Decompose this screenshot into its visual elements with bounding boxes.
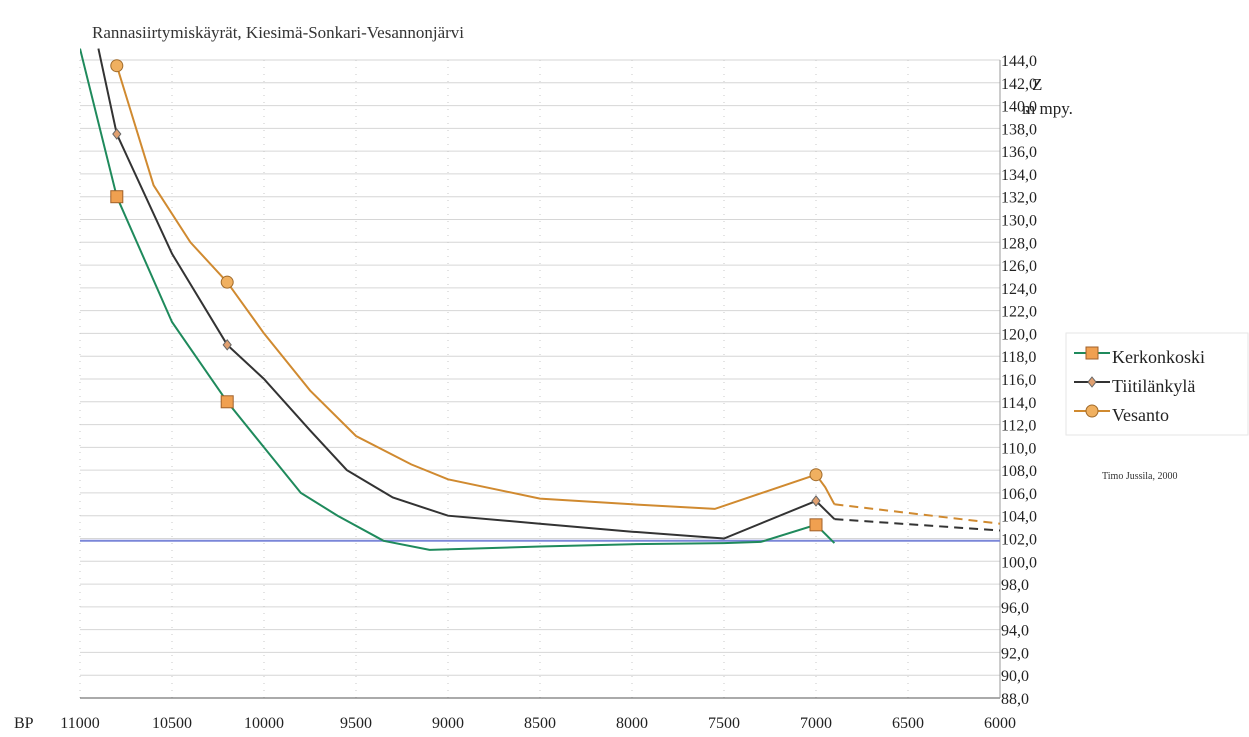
y-tick-label: 118,0 xyxy=(1001,349,1036,366)
y-tick-label: 88,0 xyxy=(1001,691,1029,708)
legend-label-tiitilankyla: Tiitilänkylä xyxy=(1112,376,1195,396)
series-line-tiitilankyla xyxy=(97,48,836,540)
series-dashed-tiitilankyla xyxy=(834,518,1001,532)
x-tick-label: 7500 xyxy=(708,715,740,732)
data-point-kerkonkoski xyxy=(110,190,124,204)
y-tick-label: 126,0 xyxy=(1001,258,1037,275)
y-tick-label: 124,0 xyxy=(1001,281,1037,298)
y-tick-label: 130,0 xyxy=(1001,213,1037,230)
y-tick-label: 138,0 xyxy=(1001,121,1037,138)
legend: Kerkonkoski Tiitilänkylä Vesanto xyxy=(1065,332,1249,436)
x-tick-label: 8000 xyxy=(616,715,648,732)
y-tick-label: 144,0 xyxy=(1001,53,1037,70)
y-tick-label: 108,0 xyxy=(1001,463,1037,480)
y-tick-label: 120,0 xyxy=(1001,326,1037,343)
x-tick-label: 9500 xyxy=(340,715,372,732)
series-vesanto xyxy=(110,59,1001,525)
chart-title: Rannasiirtymiskäyrät, Kiesimä-Sonkari-Ve… xyxy=(92,23,464,42)
legend-marker-vesanto xyxy=(1085,404,1099,418)
y-tick-label: 114,0 xyxy=(1001,395,1036,412)
y-tick-label: 106,0 xyxy=(1001,486,1037,503)
y-tick-label: 134,0 xyxy=(1001,167,1037,184)
data-point-kerkonkoski xyxy=(220,395,234,409)
legend-marker-kerkonkoski xyxy=(1085,346,1099,360)
x-tick-label: 6500 xyxy=(892,715,924,732)
x-tick-label: 11000 xyxy=(60,715,99,732)
y-tick-label: 104,0 xyxy=(1001,509,1037,526)
series-line-kerkonkoski xyxy=(80,48,836,551)
data-point-tiitilankyla xyxy=(112,128,122,140)
x-tick-label: 9000 xyxy=(432,715,464,732)
y-tick-label: 112,0 xyxy=(1001,418,1036,435)
y-tick-label: 100,0 xyxy=(1001,554,1037,571)
y-axis-tick-labels: 144,0 142,0 140,0 138,0 136,0 134,0 132,0 130,0… xyxy=(1001,53,1037,708)
y-tick-label: 90,0 xyxy=(1001,668,1029,685)
x-tick-label: 10000 xyxy=(244,715,284,732)
y-tick-label: 132,0 xyxy=(1001,190,1037,207)
legend-label-vesanto: Vesanto xyxy=(1112,405,1169,425)
y-tick-label: 94,0 xyxy=(1001,623,1029,640)
y-axis-label-unit: m mpy. xyxy=(1022,99,1073,118)
data-point-vesanto xyxy=(220,275,234,289)
series-kerkonkoski xyxy=(80,48,836,551)
legend-label-kerkonkoski: Kerkonkoski xyxy=(1112,347,1205,367)
y-tick-label: 110,0 xyxy=(1001,440,1036,457)
series-line-vesanto xyxy=(115,65,836,510)
x-tick-label: 10500 xyxy=(152,715,192,732)
data-point-vesanto xyxy=(110,59,124,73)
y-tick-label: 142,0 xyxy=(1001,76,1037,93)
series-dashed-vesanto xyxy=(834,503,1001,525)
y-tick-label: 96,0 xyxy=(1001,600,1029,617)
y-tick-label: 140,0 xyxy=(1001,99,1037,116)
series-tiitilankyla xyxy=(97,48,1001,540)
y-tick-label: 122,0 xyxy=(1001,304,1037,321)
gridlines xyxy=(79,59,1001,699)
y-tick-label: 102,0 xyxy=(1001,532,1037,549)
y-tick-label: 116,0 xyxy=(1001,372,1036,389)
x-axis-label: BP xyxy=(14,715,34,732)
x-tick-label: 6000 xyxy=(984,715,1016,732)
data-point-kerkonkoski xyxy=(809,518,823,532)
data-point-tiitilankyla xyxy=(222,339,232,351)
y-tick-label: 136,0 xyxy=(1001,144,1037,161)
credit-note: Timo Jussila, 2000 xyxy=(1102,471,1177,482)
x-axis-tick-labels: 11000 10500 10000 9500 9000 8500 8000 7500 7000 6… xyxy=(60,715,1016,732)
y-tick-label: 128,0 xyxy=(1001,235,1037,252)
y-axis-label-z: Z xyxy=(1032,75,1042,94)
plot-area xyxy=(80,48,1001,699)
y-tick-label: 98,0 xyxy=(1001,577,1029,594)
data-point-tiitilankyla xyxy=(811,495,821,507)
legend-marker-tiitilankyla xyxy=(1087,376,1097,388)
data-point-vesanto xyxy=(809,468,823,482)
x-tick-label: 7000 xyxy=(800,715,832,732)
y-tick-label: 92,0 xyxy=(1001,645,1029,662)
x-tick-label: 8500 xyxy=(524,715,556,732)
